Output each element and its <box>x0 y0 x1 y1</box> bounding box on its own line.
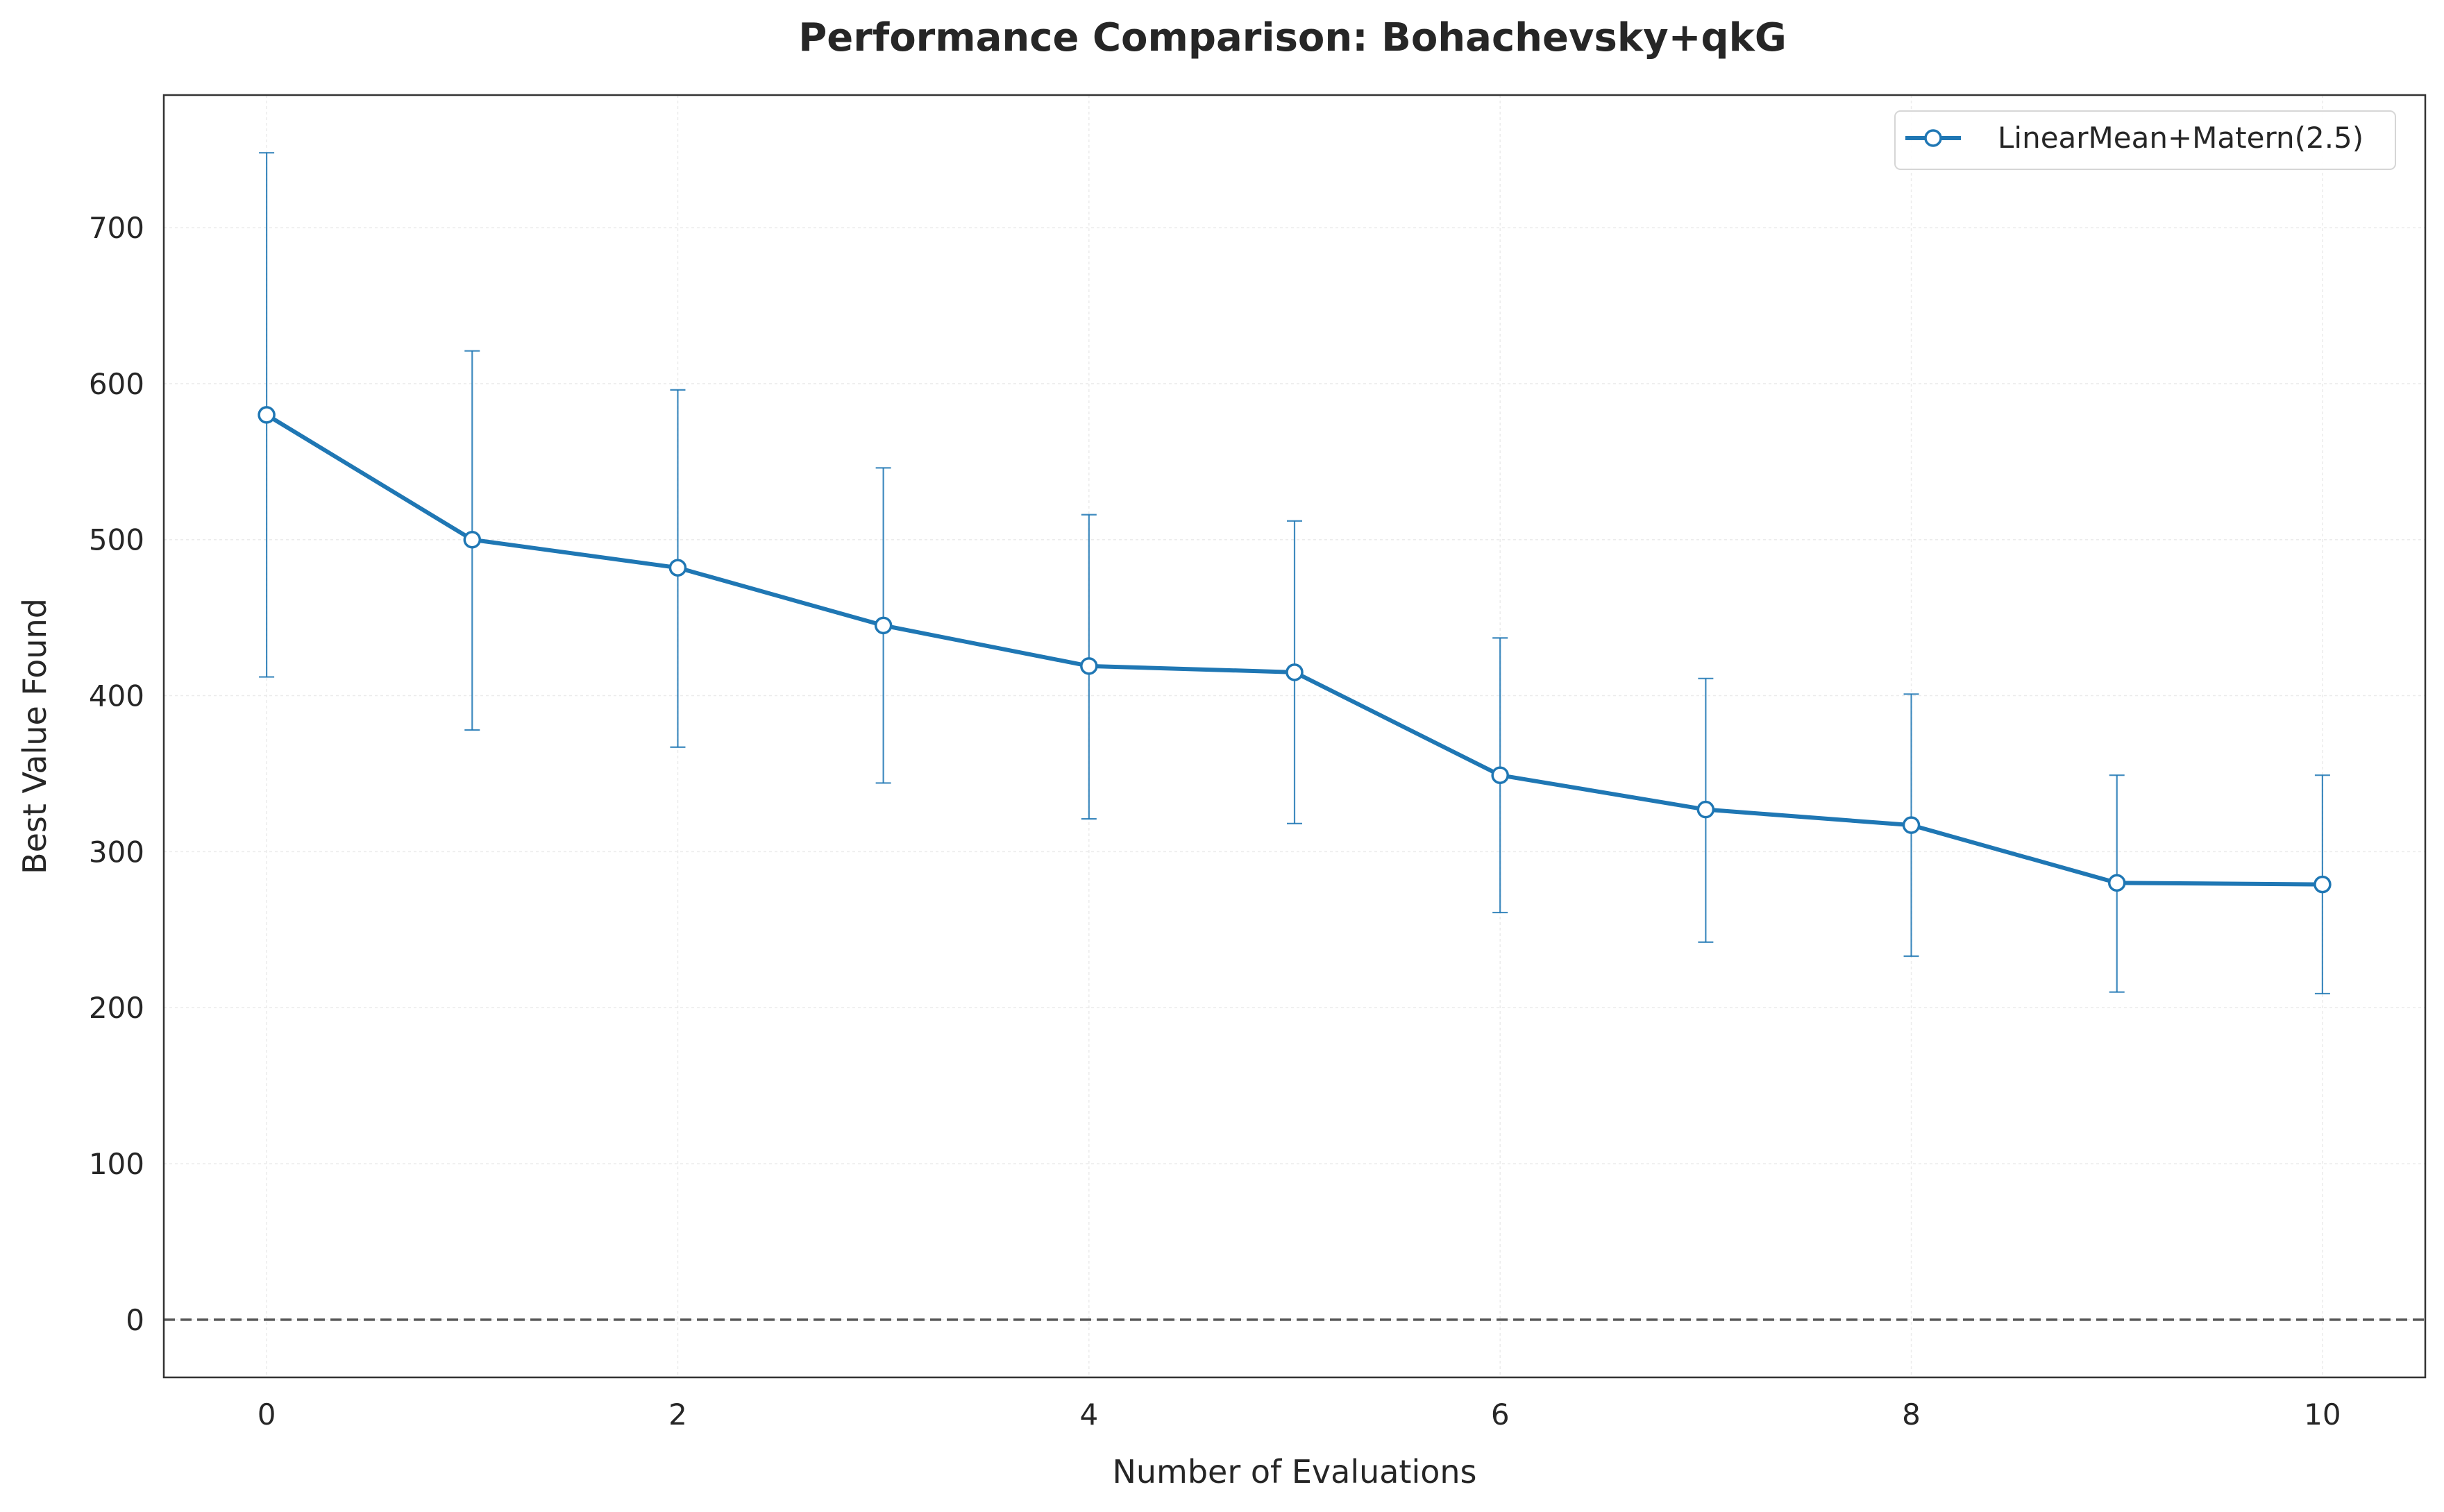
data-point <box>1286 663 1304 681</box>
x-tick-label: 8 <box>1902 1398 1921 1432</box>
x-tick-label: 6 <box>1491 1398 1510 1432</box>
data-point <box>463 530 482 549</box>
y-tick-label: 400 <box>89 679 144 713</box>
y-axis-label: Best Value Found <box>16 598 53 874</box>
legend: LinearMean+Matern(2.5) <box>1894 110 2396 170</box>
chart-title: Performance Comparison: Bohachevsky+qkG <box>798 15 1787 60</box>
data-point <box>1696 800 1715 819</box>
data-point <box>1080 657 1098 675</box>
x-tick-label: 0 <box>258 1398 276 1432</box>
y-tick-label: 300 <box>89 835 144 869</box>
data-point <box>2314 875 2332 894</box>
legend-label: LinearMean+Matern(2.5) <box>1998 121 2363 155</box>
legend-swatch-marker <box>1924 129 1942 147</box>
x-ticks: 0 2 4 6 8 10 <box>258 1398 2341 1432</box>
y-tick-label: 700 <box>89 211 144 245</box>
data-point <box>258 406 276 424</box>
data-point <box>2107 874 2126 892</box>
x-tick-label: 4 <box>1079 1398 1098 1432</box>
plot-frame <box>162 94 2427 1379</box>
data-point <box>1902 816 1921 834</box>
x-tick-label: 10 <box>2304 1398 2341 1432</box>
y-tick-label: 200 <box>89 991 144 1025</box>
y-tick-label: 100 <box>89 1147 144 1181</box>
data-point <box>874 616 893 635</box>
y-ticks: 0 100 200 300 400 500 600 700 <box>89 211 144 1337</box>
series-markers <box>258 406 2332 894</box>
x-axis-label: Number of Evaluations <box>1112 1453 1476 1490</box>
y-tick-label: 500 <box>89 523 144 557</box>
x-tick-label: 2 <box>668 1398 687 1432</box>
legend-box <box>1894 110 2396 170</box>
data-point <box>1491 766 1509 784</box>
y-tick-label: 600 <box>89 367 144 401</box>
data-point <box>668 559 687 577</box>
y-tick-label: 0 <box>126 1303 144 1337</box>
